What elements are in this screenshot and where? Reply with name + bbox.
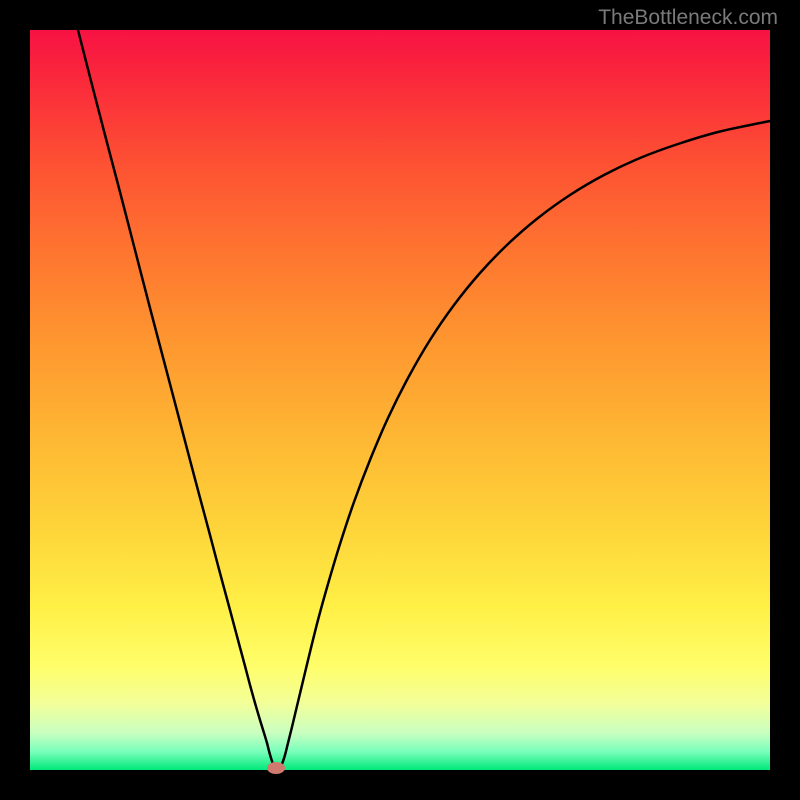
watermark-text: TheBottleneck.com [598,6,778,30]
bottleneck-curve [30,30,770,770]
optimum-marker [267,762,285,774]
plot-area [30,30,770,770]
